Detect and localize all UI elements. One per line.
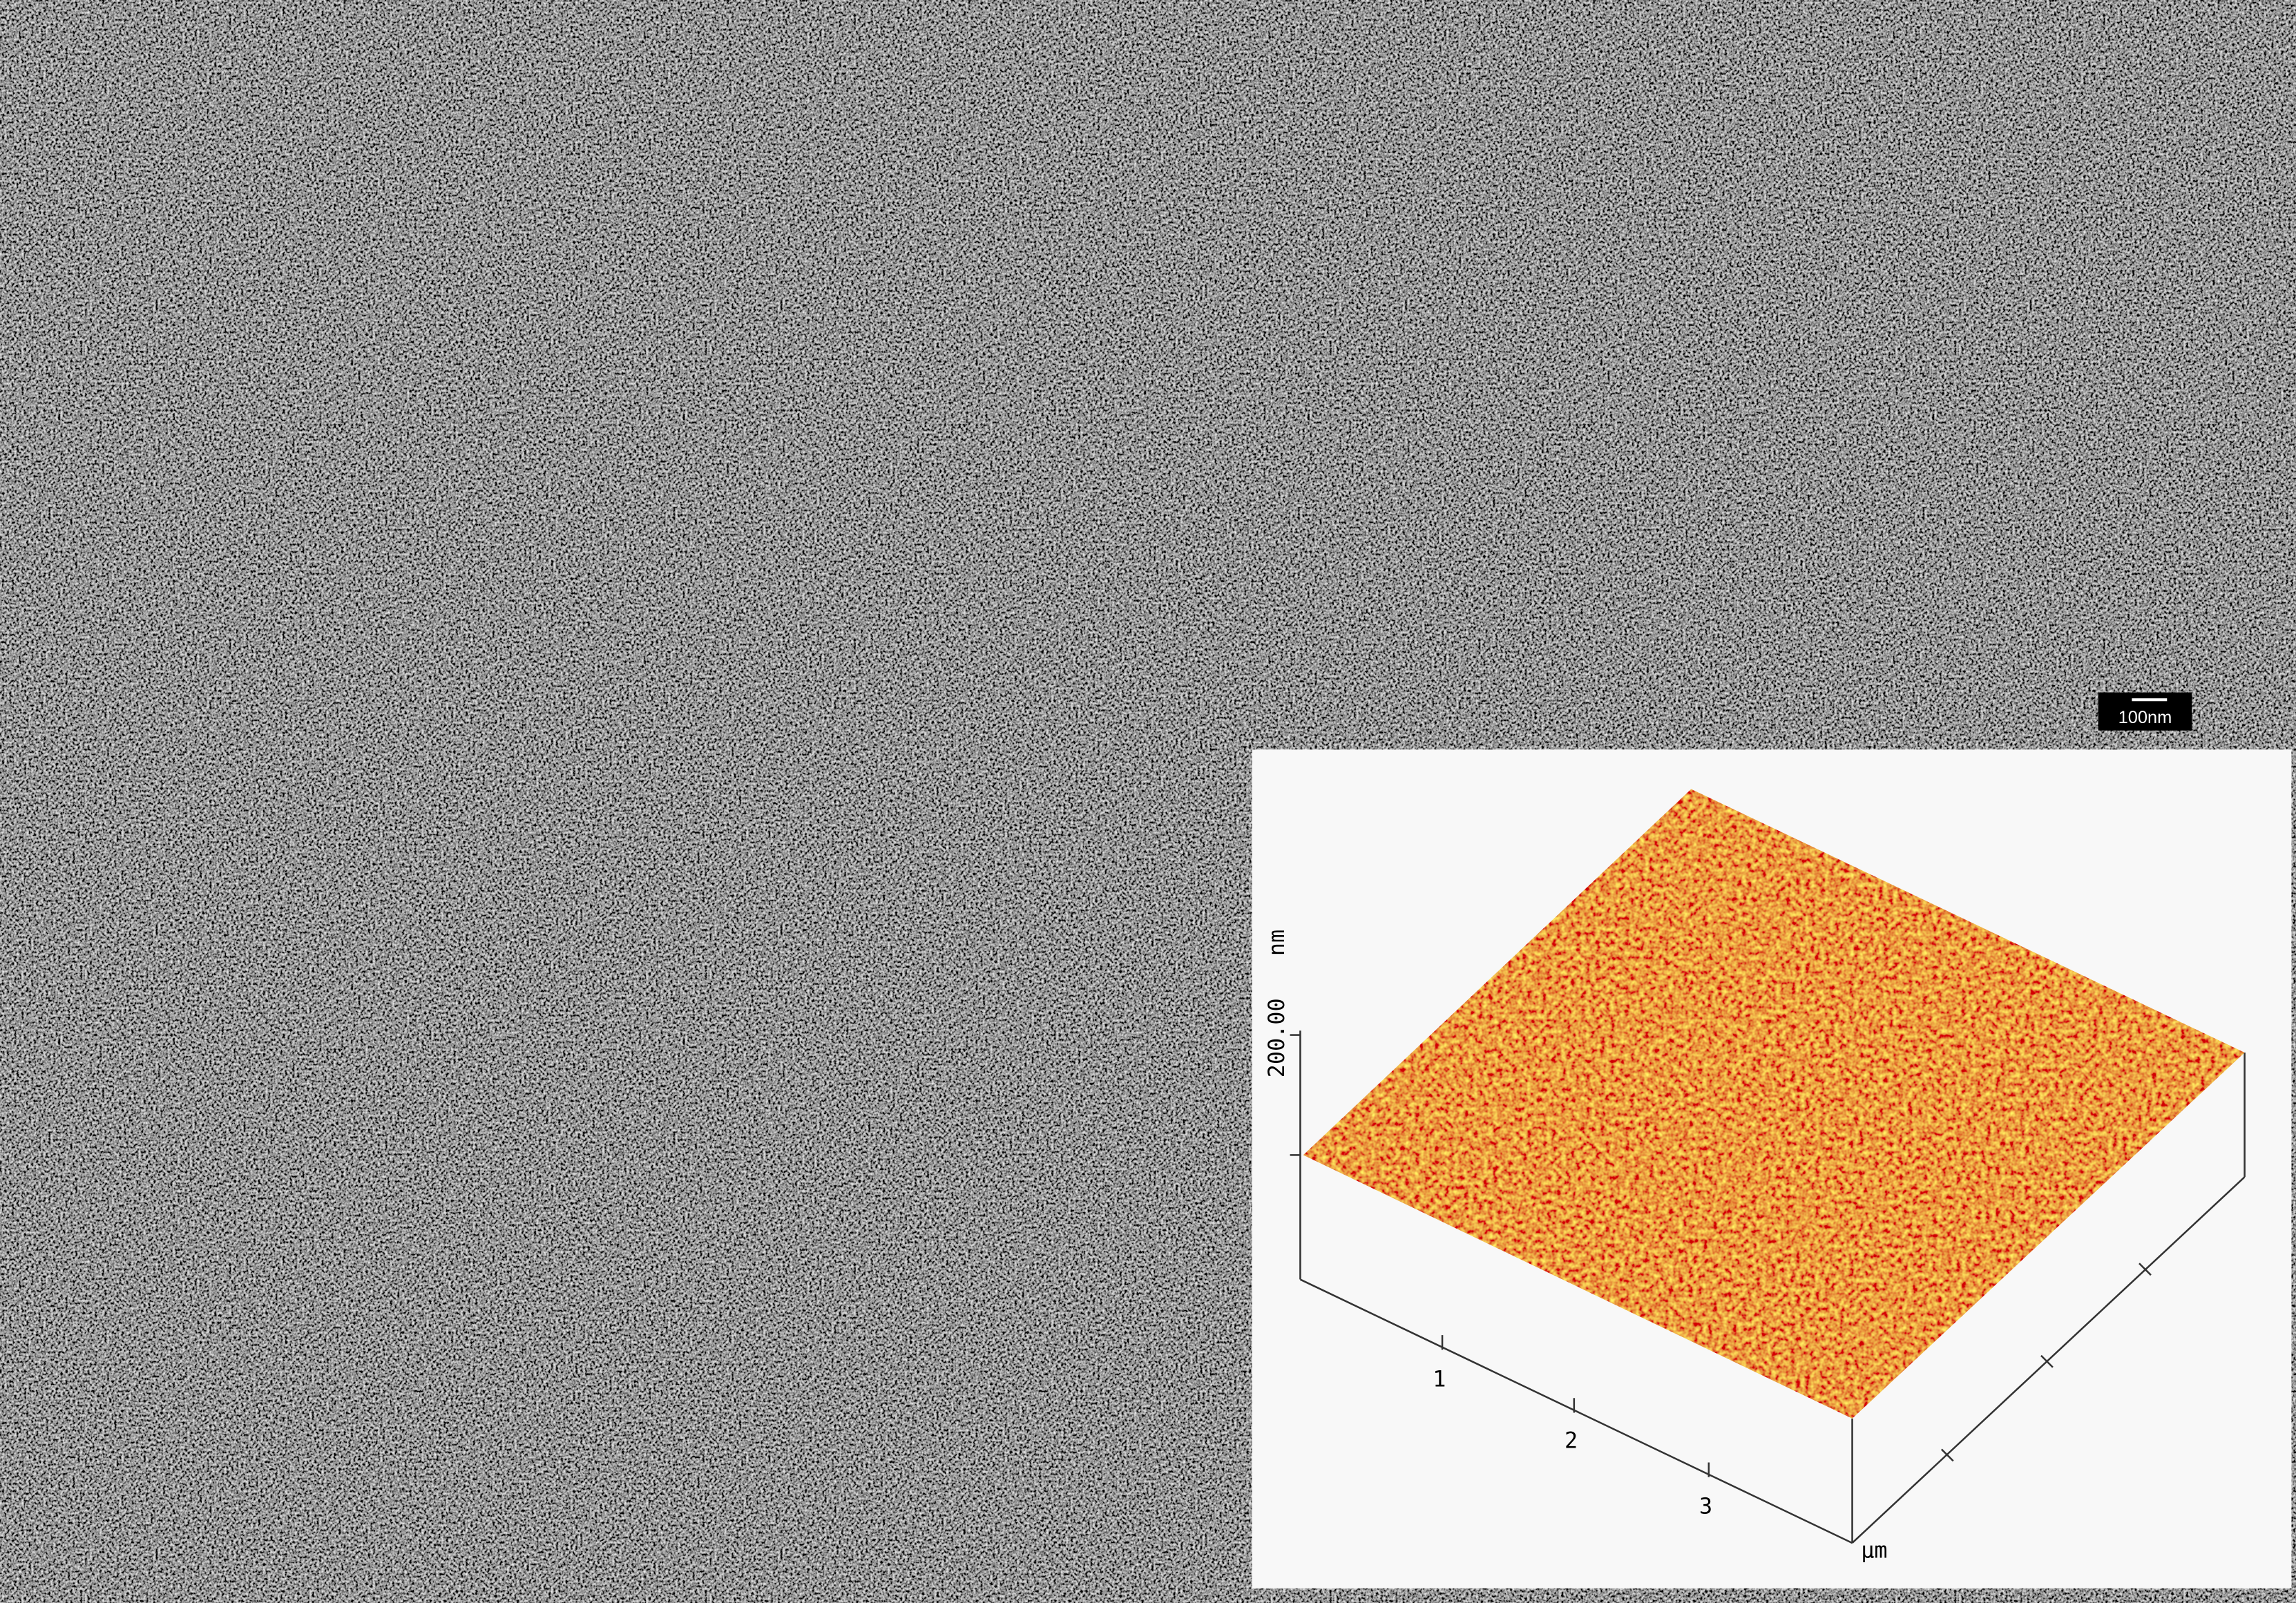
column-title: X0 - NiO <box>553 15 755 73</box>
scale-bar-label: 100nm <box>2118 708 2172 727</box>
afm-x-tick-label: 2 <box>459 1422 472 1448</box>
afm-unit: μm <box>1861 1537 1887 1563</box>
afm-surface <box>198 783 1140 1413</box>
afm-x-tick-label: 3 <box>1699 1494 1712 1519</box>
axis-line <box>2040 1354 2054 1368</box>
afm-z-value: 200.00 <box>1264 998 1290 1077</box>
afm-z-value: 200.00 <box>159 992 184 1072</box>
content: (a) (b) X0 - NiO 100nm 200.00 nm 1 2 3 μm XNN – Ni… <box>9 15 2292 1588</box>
axis-line <box>194 1272 747 1538</box>
afm-unit: μm <box>756 1532 782 1557</box>
afm-x-tick-label: 1 <box>327 1361 341 1386</box>
afm-z-unit: nm <box>1264 930 1290 956</box>
row-label: (b) <box>9 768 67 823</box>
scale-bar-label: 100nm <box>997 708 1051 727</box>
axis-line <box>935 1349 948 1363</box>
sem-image <box>224 92 1091 744</box>
sem-image <box>1346 92 2212 744</box>
axis-line <box>1299 1278 1853 1544</box>
axis-line <box>2139 1263 2152 1276</box>
afm-x-tick-label: 3 <box>594 1488 607 1513</box>
axis-line <box>1033 1256 1046 1270</box>
afm-surface <box>1303 789 2245 1419</box>
axis-line <box>1940 1448 1954 1462</box>
column-title: XNN – NiO:(Nb,N) <box>1559 15 1991 73</box>
row-label: (a) <box>9 113 64 168</box>
axis-line <box>746 1170 1140 1538</box>
axis-line <box>1851 1176 2246 1544</box>
axis-line <box>835 1443 849 1456</box>
afm-x-tick-label: 1 <box>1433 1366 1446 1392</box>
afm-x-tick-label: 2 <box>1565 1428 1578 1453</box>
afm-z-unit: nm <box>159 923 184 950</box>
